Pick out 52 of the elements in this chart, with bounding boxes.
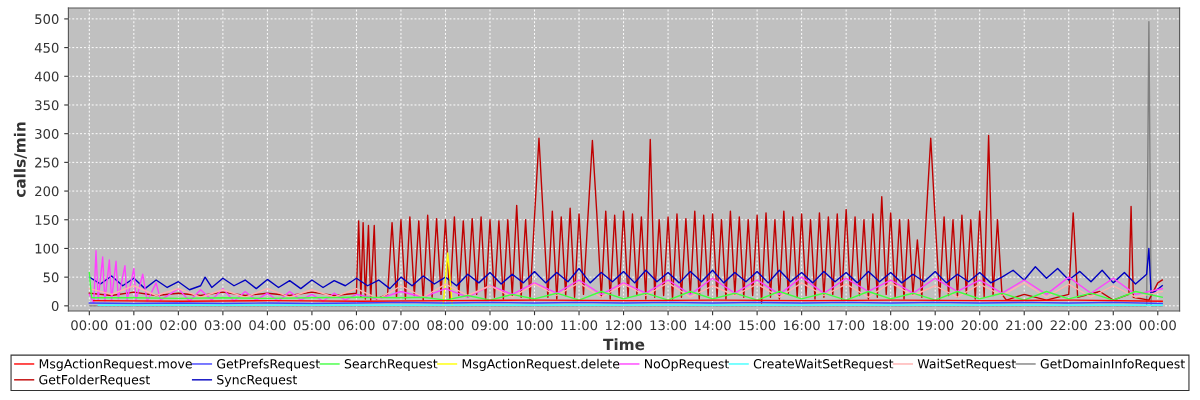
y-tick-label: 400 [34, 71, 59, 82]
legend-label: SyncRequest [217, 374, 297, 387]
x-tick-label: 22:00 [1050, 320, 1087, 331]
legend-label: SearchRequest [344, 358, 438, 371]
x-tick-label: 20:00 [961, 320, 998, 331]
y-tick-label: 250 [35, 157, 59, 168]
legend-label: CreateWaitSetRequest [753, 358, 894, 371]
x-tick-label: 04:00 [249, 320, 286, 331]
line-series [88, 282, 1163, 300]
x-tick-label: 16:00 [784, 320, 820, 331]
x-tick-label: 18:00 [873, 320, 909, 331]
legend-label: MsgActionRequest.delete [462, 358, 620, 371]
x-tick-label: 02:00 [160, 320, 197, 331]
legend-label: WaitSetRequest [917, 358, 1016, 371]
legend-label: GetFolderRequest [39, 374, 150, 387]
x-tick-label: 14:00 [695, 320, 731, 331]
legend-label: GetDomainInfoRequest [1040, 358, 1185, 371]
x-tick-label: 10:00 [516, 320, 553, 331]
y-tick-label: 100 [35, 243, 59, 254]
x-tick-label: 13:00 [650, 320, 687, 331]
x-tick-label: 11:00 [561, 320, 598, 331]
line-series [88, 247, 1163, 296]
legend-label: GetPrefsRequest [217, 358, 320, 371]
y-tick-label: 450 [34, 42, 59, 53]
y-tick-label: 200 [35, 186, 59, 197]
y-tick-label: 50 [43, 272, 59, 283]
x-tick-label: 19:00 [917, 320, 954, 331]
y-axis-title: calls/min [13, 122, 27, 198]
y-tick-label: 0 [51, 301, 59, 312]
x-tick-label: 08:00 [427, 320, 464, 331]
x-tick-label: 03:00 [204, 320, 242, 331]
x-axis-title: Time [603, 338, 645, 351]
y-tick-label: 300 [35, 128, 59, 139]
y-tick-label: 150 [35, 214, 59, 225]
legend-label: NoOpRequest [645, 359, 730, 371]
line-series [88, 250, 1163, 304]
x-tick-label: 23:00 [1095, 320, 1132, 331]
x-tick-label: 09:00 [471, 320, 509, 331]
x-tick-label: 01:00 [115, 320, 152, 331]
x-tick-label: 15:00 [739, 320, 776, 331]
x-tick-label: 00:00 [71, 320, 108, 331]
x-tick-label: 07:00 [382, 320, 420, 331]
x-tick-label: 05:00 [293, 320, 331, 331]
x-tick-label: 12:00 [605, 320, 642, 331]
y-tick-label: 500 [35, 14, 59, 25]
line-series [88, 271, 1163, 301]
x-tick-label: 17:00 [828, 320, 865, 331]
x-tick-label: 06:00 [338, 320, 375, 331]
x-tick-label: 00:00 [1139, 320, 1176, 331]
y-tick-label: 350 [35, 100, 59, 111]
legend-label: MsgActionRequest.move [39, 358, 192, 371]
x-tick-label: 21:00 [1006, 320, 1043, 331]
